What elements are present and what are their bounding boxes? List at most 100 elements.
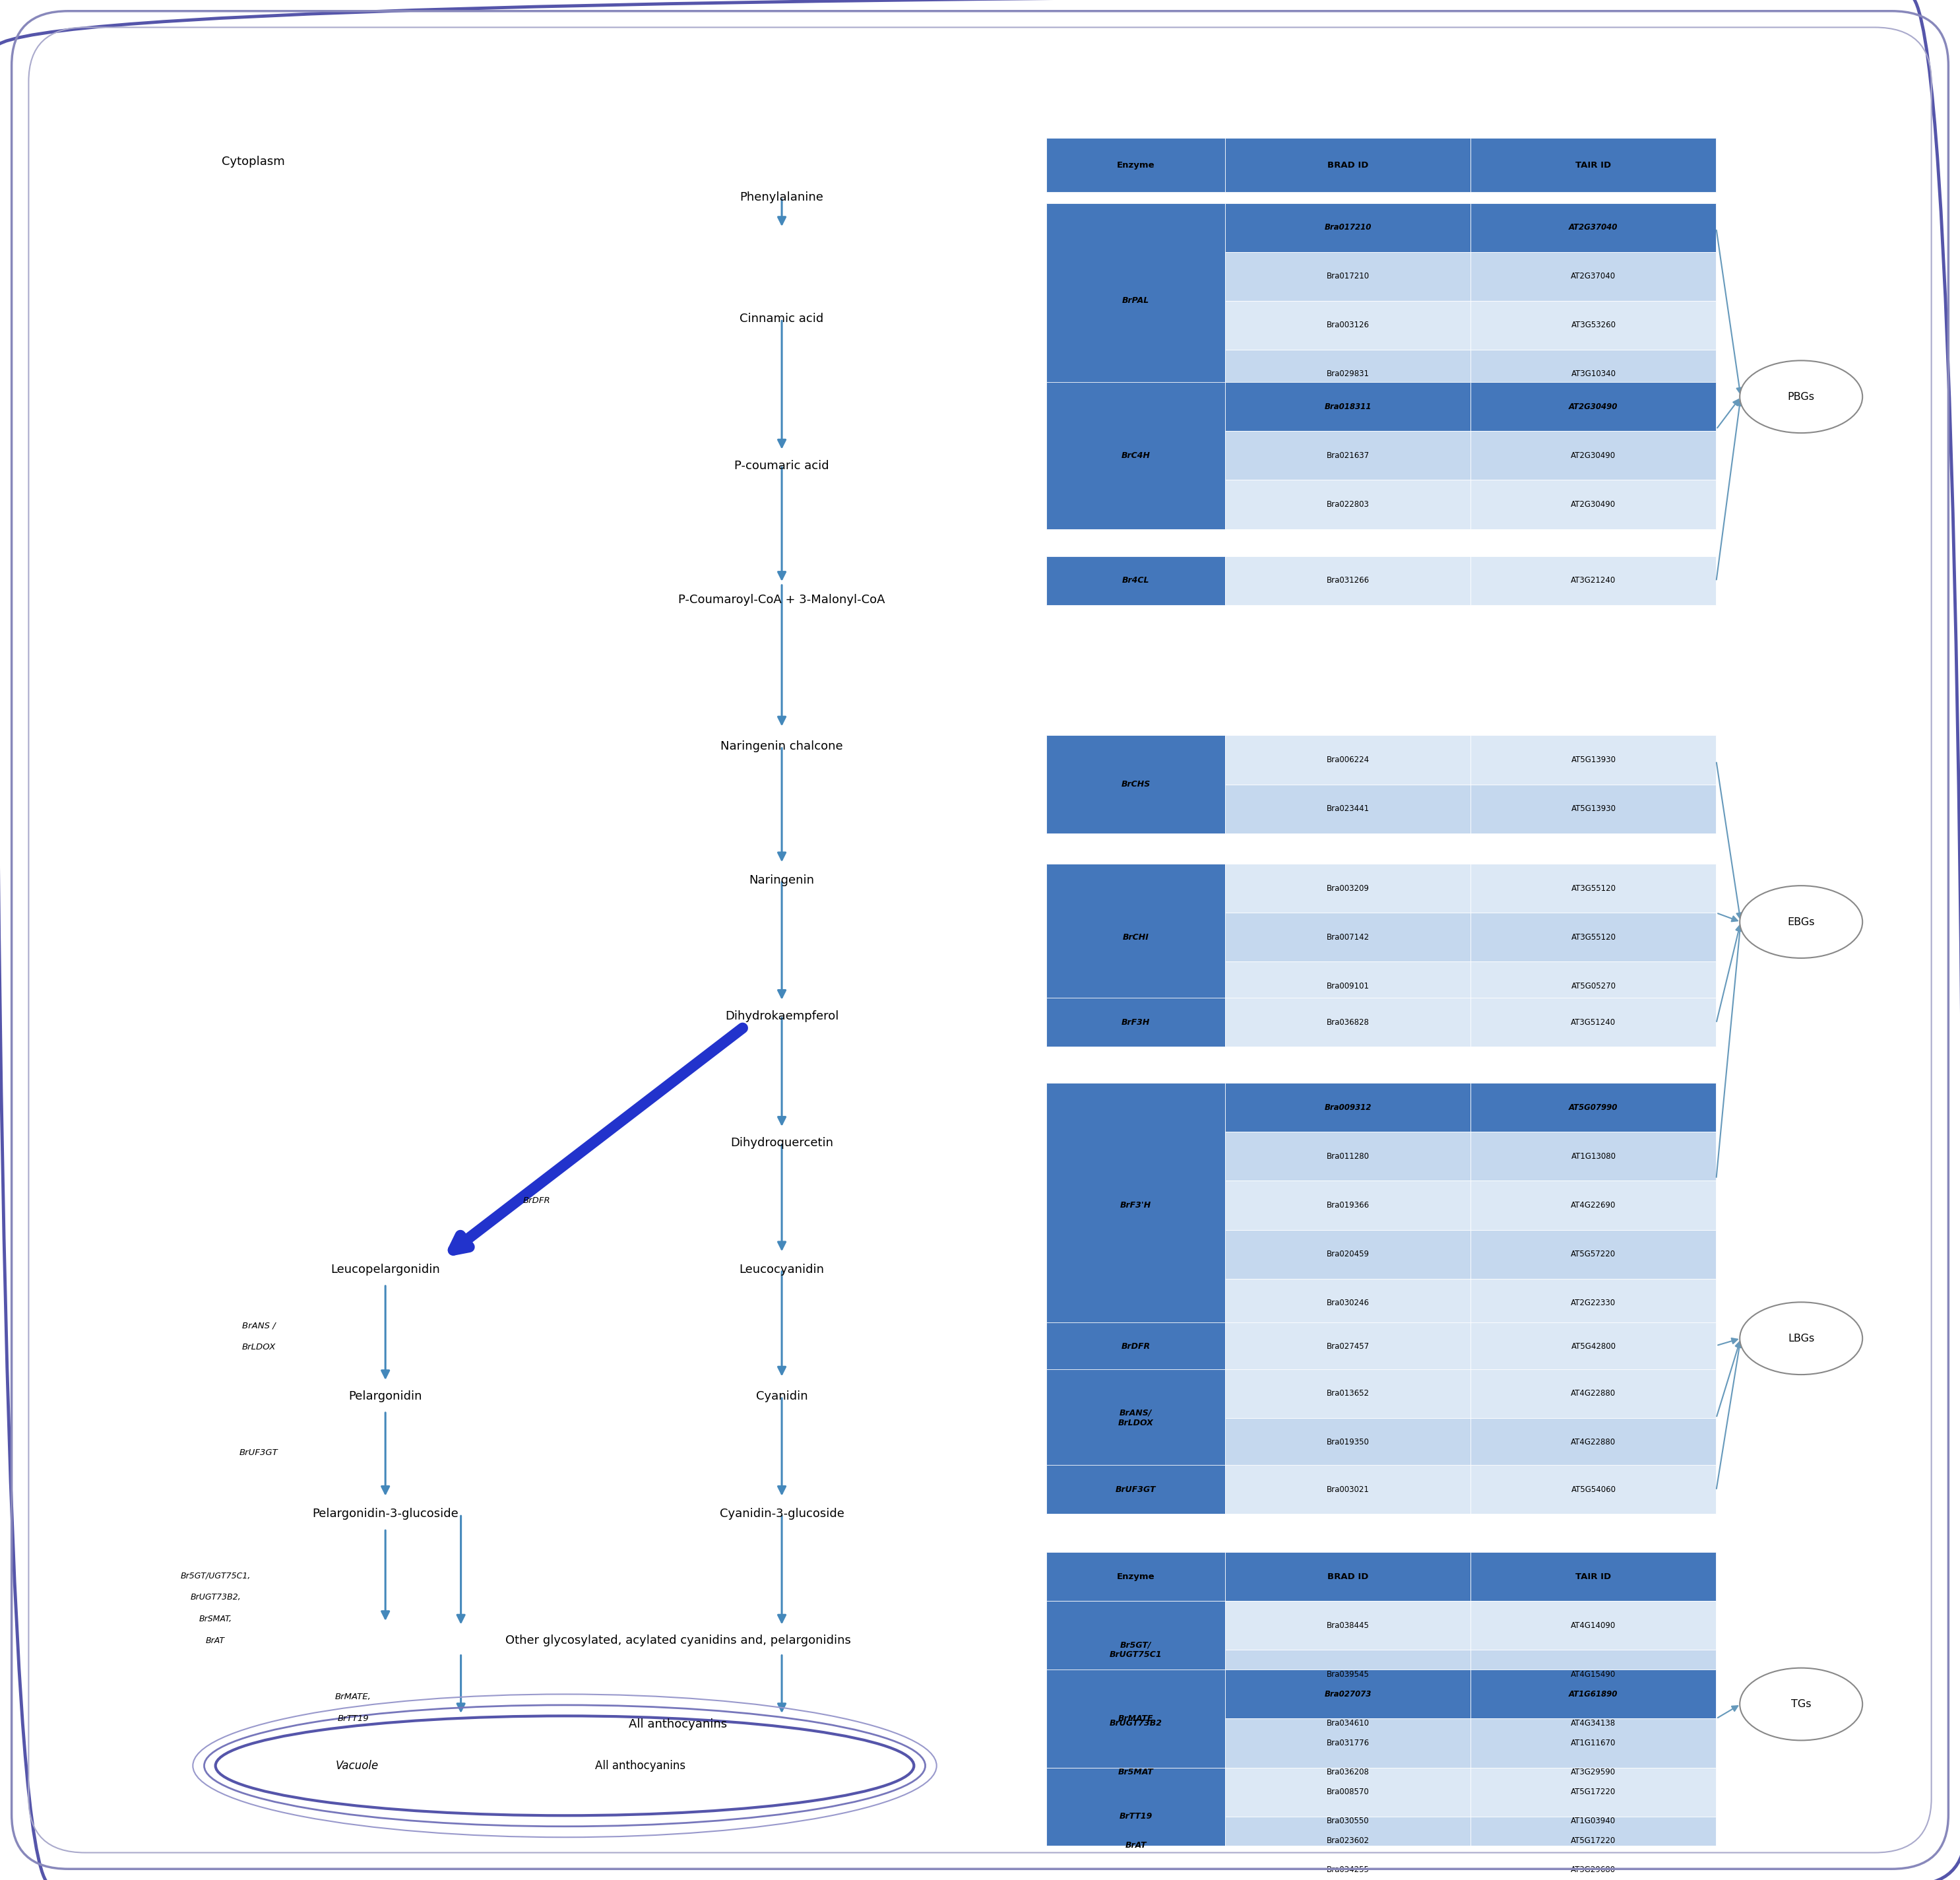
Text: TAIR ID: TAIR ID	[1576, 1572, 1611, 1581]
FancyBboxPatch shape	[1470, 1651, 1717, 1700]
FancyBboxPatch shape	[1225, 1465, 1470, 1513]
Text: AT2G37040: AT2G37040	[1568, 224, 1619, 231]
Text: Bra008570: Bra008570	[1327, 1788, 1370, 1795]
FancyBboxPatch shape	[1470, 1700, 1717, 1748]
FancyBboxPatch shape	[1225, 479, 1470, 528]
FancyBboxPatch shape	[1225, 998, 1470, 1047]
Text: Leucopelargonidin: Leucopelargonidin	[331, 1263, 441, 1275]
Text: AT5G13930: AT5G13930	[1572, 805, 1615, 812]
Text: Enzyme: Enzyme	[1117, 160, 1154, 169]
Text: Bra009312: Bra009312	[1325, 1104, 1372, 1111]
Text: BrCHS: BrCHS	[1121, 780, 1151, 788]
FancyBboxPatch shape	[1225, 1816, 1470, 1865]
FancyBboxPatch shape	[1470, 1181, 1717, 1230]
Text: Phenylalanine: Phenylalanine	[741, 192, 823, 203]
Text: Dihydrokaempferol: Dihydrokaempferol	[725, 1010, 839, 1023]
Text: BrANS/
BrLDOX: BrANS/ BrLDOX	[1117, 1408, 1154, 1427]
Text: AT3G55120: AT3G55120	[1572, 932, 1615, 942]
FancyBboxPatch shape	[1470, 1816, 1717, 1865]
Text: Br4CL: Br4CL	[1121, 577, 1149, 585]
Text: Vacuole: Vacuole	[335, 1760, 378, 1771]
Text: Bra023441: Bra023441	[1327, 805, 1370, 812]
FancyBboxPatch shape	[1225, 1083, 1470, 1132]
FancyBboxPatch shape	[1047, 1797, 1225, 1880]
Text: BrUF3GT: BrUF3GT	[239, 1448, 278, 1457]
Text: BrUGT73B2: BrUGT73B2	[1109, 1718, 1162, 1728]
Text: BrANS /: BrANS /	[243, 1322, 276, 1329]
FancyBboxPatch shape	[1225, 1651, 1470, 1700]
FancyBboxPatch shape	[1225, 1846, 1470, 1880]
Text: LBGs: LBGs	[1788, 1333, 1815, 1344]
FancyBboxPatch shape	[1225, 556, 1470, 605]
FancyBboxPatch shape	[1470, 1230, 1717, 1278]
Text: AT4G22880: AT4G22880	[1572, 1389, 1615, 1399]
Text: Bra006224: Bra006224	[1327, 756, 1370, 763]
Text: Bra019366: Bra019366	[1327, 1201, 1370, 1209]
FancyBboxPatch shape	[1470, 735, 1717, 784]
Text: Cytoplasm: Cytoplasm	[221, 156, 284, 167]
FancyBboxPatch shape	[1225, 1132, 1470, 1181]
FancyBboxPatch shape	[1225, 735, 1470, 784]
Text: AT5G57220: AT5G57220	[1572, 1250, 1615, 1258]
Text: Bra021637: Bra021637	[1327, 451, 1370, 461]
Text: Bra036208: Bra036208	[1327, 1767, 1370, 1777]
Text: AT3G53260: AT3G53260	[1572, 321, 1615, 329]
Text: Bra031776: Bra031776	[1327, 1739, 1370, 1747]
FancyBboxPatch shape	[1225, 1181, 1470, 1230]
Text: AT5G17220: AT5G17220	[1572, 1788, 1615, 1795]
Text: Leucocyanidin: Leucocyanidin	[739, 1263, 825, 1275]
FancyBboxPatch shape	[1225, 1748, 1470, 1797]
Text: BrTT19: BrTT19	[1119, 1812, 1152, 1820]
FancyBboxPatch shape	[1225, 1553, 1470, 1602]
FancyBboxPatch shape	[1470, 556, 1717, 605]
Ellipse shape	[1740, 1303, 1862, 1374]
FancyBboxPatch shape	[1225, 301, 1470, 350]
Text: BrPAL: BrPAL	[1123, 297, 1149, 305]
FancyBboxPatch shape	[1470, 1418, 1717, 1466]
Text: Bra027073: Bra027073	[1325, 1690, 1372, 1698]
Ellipse shape	[216, 1716, 913, 1816]
Text: Bra007142: Bra007142	[1327, 932, 1370, 942]
Text: BrSMAT,: BrSMAT,	[200, 1615, 231, 1622]
FancyBboxPatch shape	[1470, 1369, 1717, 1418]
Text: AT1G03940: AT1G03940	[1572, 1816, 1615, 1825]
Text: Enzyme: Enzyme	[1117, 1572, 1154, 1581]
FancyBboxPatch shape	[1470, 963, 1717, 1011]
FancyBboxPatch shape	[1225, 914, 1470, 963]
FancyBboxPatch shape	[1470, 431, 1717, 479]
Text: AT5G54060: AT5G54060	[1572, 1485, 1615, 1495]
Text: Br5GT/UGT75C1,: Br5GT/UGT75C1,	[180, 1572, 251, 1579]
Text: BrMATE,: BrMATE,	[335, 1692, 370, 1701]
Text: BrC4H: BrC4H	[1121, 451, 1151, 461]
Text: Pelargonidin: Pelargonidin	[349, 1391, 421, 1402]
FancyBboxPatch shape	[1225, 1278, 1470, 1327]
FancyBboxPatch shape	[1470, 1278, 1717, 1327]
Text: Bra003126: Bra003126	[1327, 321, 1370, 329]
Text: Bra034255: Bra034255	[1327, 1865, 1370, 1874]
FancyBboxPatch shape	[1470, 1846, 1717, 1880]
FancyBboxPatch shape	[1047, 735, 1225, 833]
FancyBboxPatch shape	[1470, 1718, 1717, 1767]
Text: AT3G10340: AT3G10340	[1572, 370, 1615, 378]
Text: Cyanidin: Cyanidin	[757, 1391, 808, 1402]
FancyBboxPatch shape	[1225, 1602, 1470, 1651]
FancyBboxPatch shape	[1470, 1748, 1717, 1797]
FancyBboxPatch shape	[1047, 1700, 1225, 1748]
Text: AT2G37040: AT2G37040	[1572, 273, 1615, 280]
Text: Naringenin chalcone: Naringenin chalcone	[721, 741, 843, 752]
Text: Br5GT/
BrUGT75C1: Br5GT/ BrUGT75C1	[1109, 1641, 1162, 1658]
Text: BrUF3GT: BrUF3GT	[1115, 1485, 1156, 1495]
FancyBboxPatch shape	[1470, 865, 1717, 914]
Text: Bra036828: Bra036828	[1327, 1019, 1370, 1026]
Text: Bra013652: Bra013652	[1327, 1389, 1370, 1399]
FancyBboxPatch shape	[1047, 1083, 1225, 1327]
FancyBboxPatch shape	[1225, 350, 1470, 399]
Text: BRAD ID: BRAD ID	[1327, 1572, 1368, 1581]
FancyBboxPatch shape	[1225, 963, 1470, 1011]
Text: AT5G05270: AT5G05270	[1572, 981, 1615, 991]
Ellipse shape	[1740, 361, 1862, 432]
Text: AT3G29680: AT3G29680	[1572, 1865, 1615, 1874]
FancyBboxPatch shape	[1470, 1553, 1717, 1602]
FancyBboxPatch shape	[1225, 1418, 1470, 1466]
FancyBboxPatch shape	[1225, 252, 1470, 301]
